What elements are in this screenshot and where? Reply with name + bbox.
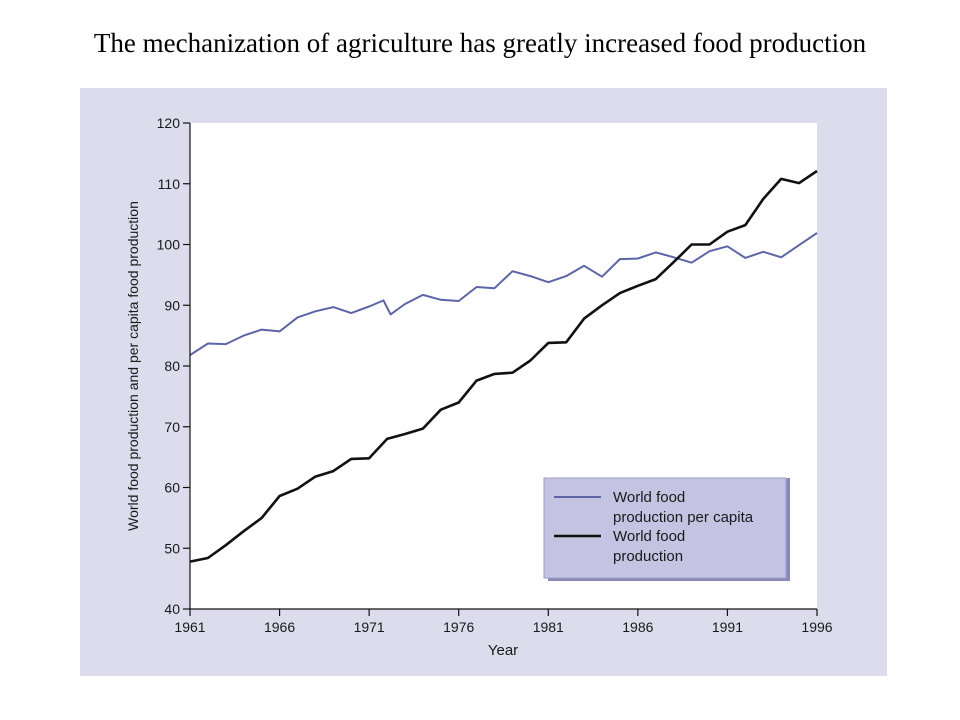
- x-tick-label: 1961: [174, 619, 205, 635]
- y-axis-label: World food production and per capita foo…: [125, 201, 141, 531]
- x-tick-label: 1986: [622, 619, 653, 635]
- legend-label-per-capita: World food production per capita: [613, 489, 754, 526]
- x-tick-label: 1976: [443, 619, 474, 635]
- legend-label-total-line-1: World food: [613, 528, 685, 545]
- line-chart: 40 50 60 70 80 90 100 110 120 1961 1966 1971 1976 198…: [125, 115, 833, 659]
- slide-title: The mechanization of agriculture has gre…: [93, 28, 867, 58]
- y-tick-label: 40: [164, 601, 180, 617]
- legend-label-per-capita-line-2: production per capita: [613, 509, 754, 526]
- x-tick-label: 1996: [801, 619, 832, 635]
- series-layer: [189, 169, 818, 563]
- x-tick-label: 1971: [354, 619, 385, 635]
- legend-box: [543, 477, 787, 579]
- legend-label-total-line-2: production: [613, 548, 683, 565]
- axes: 40 50 60 70 80 90 100 110 120 1961 1966 1971 1976 198…: [157, 115, 833, 635]
- y-tick-label: 50: [164, 540, 180, 556]
- series-line-per-capita: [189, 232, 818, 356]
- y-tick-label: 110: [158, 176, 181, 192]
- legend-label-per-capita-line-1: World food: [613, 489, 685, 506]
- x-tick-label: 1966: [264, 619, 295, 635]
- x-axis-label: Year: [488, 642, 518, 659]
- y-tick-label: 120: [157, 115, 181, 131]
- y-tick-label: 60: [164, 480, 180, 496]
- y-tick-label: 90: [164, 297, 180, 313]
- series-line-total: [189, 169, 818, 563]
- x-tick-label: 1981: [533, 619, 564, 635]
- legend-label-total: World food production: [613, 528, 689, 565]
- y-tick-label: 70: [164, 419, 180, 435]
- y-tick-label: 80: [164, 358, 180, 374]
- y-tick-label: 100: [157, 237, 181, 253]
- legend: World food production per capita World f…: [543, 477, 790, 581]
- x-tick-label: 1991: [712, 619, 743, 635]
